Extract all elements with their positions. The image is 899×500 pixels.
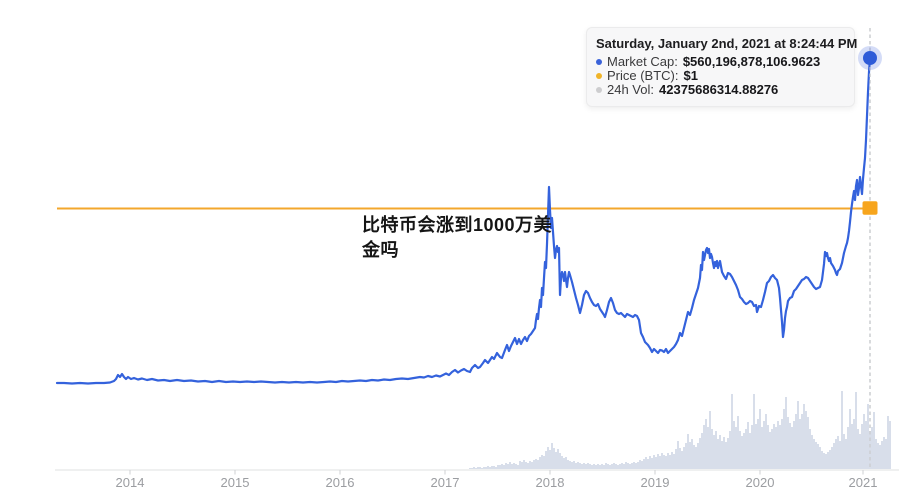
current-point-marker [863, 51, 877, 65]
x-axis-label: 2016 [326, 475, 355, 490]
market-cap-value: $560,196,878,106.9623 [682, 54, 821, 69]
price-dot-icon [596, 73, 602, 79]
x-axis-label: 2019 [641, 475, 670, 490]
x-axis-label: 2014 [116, 475, 145, 490]
volume-value: 42375686314.88276 [659, 82, 779, 97]
volume-label: 24h Vol: [607, 82, 654, 97]
x-axis-label: 2015 [221, 475, 250, 490]
tooltip-row-market-cap: Market Cap: $560,196,878,106.9623 [596, 55, 844, 69]
chart-tooltip: Saturday, January 2nd, 2021 at 8:24:44 P… [586, 27, 858, 107]
x-axis-label: 2018 [536, 475, 565, 490]
x-axis: 2014 2015 2016 2017 2018 2019 2020 2021 [55, 469, 899, 490]
tooltip-row-volume: 24h Vol: 42375686314.88276 [596, 83, 844, 97]
annotation-line-2: 金吗 [362, 240, 399, 260]
x-axis-label: 2021 [849, 475, 878, 490]
tooltip-date: Saturday, January 2nd, 2021 at 8:24:44 P… [596, 36, 858, 51]
market-cap-dot-icon [596, 59, 602, 65]
x-axis-label: 2020 [746, 475, 775, 490]
market-cap-line [55, 56, 872, 385]
volume-dot-icon [596, 87, 602, 93]
annotation-line-1: 比特币会涨到1000万美 [362, 215, 553, 235]
volume-bars [469, 391, 891, 469]
x-axis-label: 2017 [431, 475, 460, 490]
annotation-text: 比特币会涨到1000万美 金吗 [362, 213, 552, 263]
price-point-marker [862, 201, 878, 215]
tooltip-row-price: Price (BTC): $1 [596, 69, 844, 83]
price-value: $1 [683, 68, 698, 83]
price-label: Price (BTC): [607, 68, 679, 83]
market-cap-label: Market Cap: [607, 54, 678, 69]
